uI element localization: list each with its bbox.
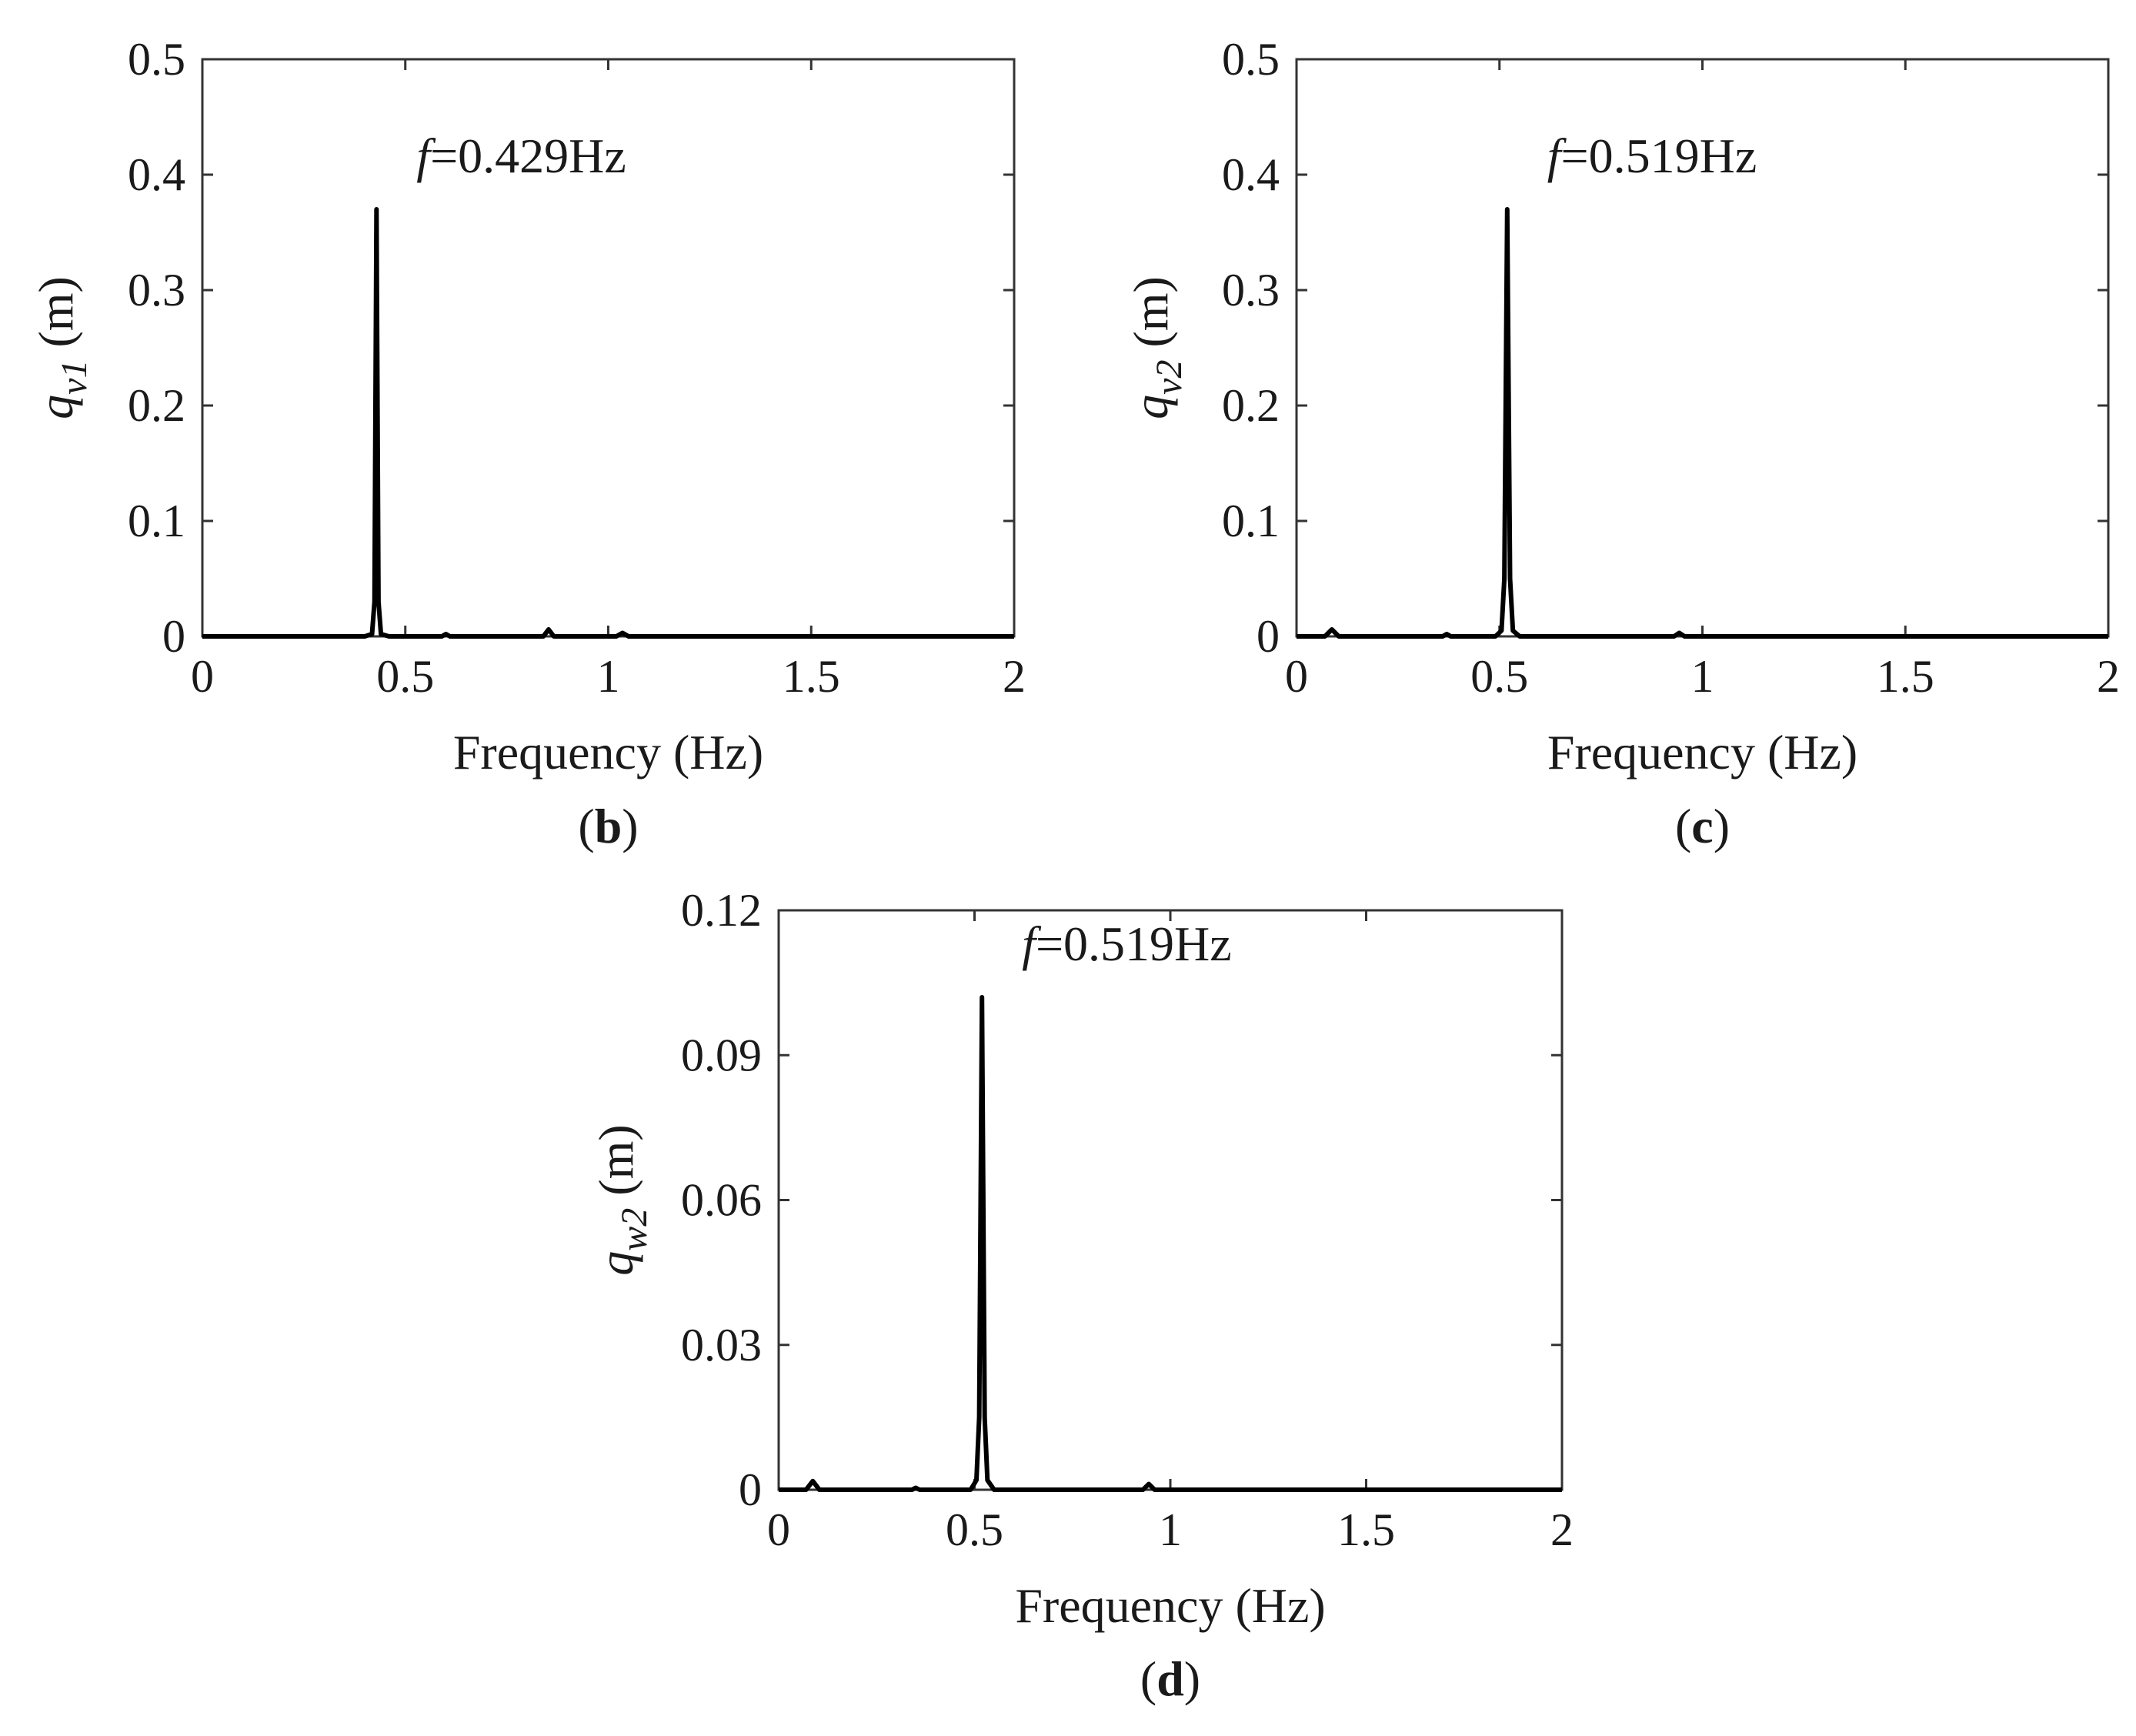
y-axis-subscript: w2 xyxy=(614,1208,655,1251)
chart-panel-d: 0 0.5 1 1.5 2 0 0.03 0.06 0.09 0.12 f=0.519Hz Frequ… xyxy=(589,885,1574,1706)
y-axis-title: qw2 (m) xyxy=(589,1124,655,1275)
panel-letter: b xyxy=(595,799,622,853)
plot-frame xyxy=(777,909,1564,1491)
peak-annotation: f=0.519Hz xyxy=(1022,916,1232,971)
x-tick-label: 2 xyxy=(1550,1504,1574,1555)
y-tick-label: 0.5 xyxy=(128,34,185,85)
panel-label: (d) xyxy=(1140,1651,1200,1706)
panel-label: (c) xyxy=(1675,799,1730,853)
y-axis-title: qv2 (m) xyxy=(1123,276,1190,419)
x-tick-label: 0 xyxy=(1285,651,1308,702)
series-line xyxy=(779,995,1562,1492)
y-tick-label: 0.12 xyxy=(681,885,762,936)
x-tick-label: 2 xyxy=(2097,651,2120,702)
y-tick-label: 0 xyxy=(1257,611,1280,662)
x-tick-label: 1.5 xyxy=(1337,1504,1395,1555)
x-tick-label: 1.5 xyxy=(1877,651,1934,702)
annotation-value: =0.519Hz xyxy=(1036,916,1232,971)
x-tick-label: 1 xyxy=(597,651,620,702)
y-tick-label: 0.09 xyxy=(681,1030,762,1080)
annotation-value: =0.519Hz xyxy=(1561,129,1757,183)
x-axis-title: Frequency (Hz) xyxy=(453,725,763,780)
panel-label: (b) xyxy=(578,799,638,853)
x-tick-label: 0 xyxy=(191,651,214,702)
y-axis-unit: (m) xyxy=(589,1124,643,1195)
y-tick-label: 0.06 xyxy=(681,1175,762,1226)
chart-panel-b: 0 0.5 1 1.5 2 0 0.1 0.2 0.3 0.4 0.5 f=0.429Hz Freque… xyxy=(28,34,1026,853)
x-axis-title: Frequency (Hz) xyxy=(1547,725,1857,780)
y-tick-label: 0.4 xyxy=(128,149,185,200)
y-tick-label: 0.2 xyxy=(128,380,185,431)
y-axis-symbol: q xyxy=(589,1251,643,1276)
y-tick-label: 0.03 xyxy=(681,1320,762,1370)
x-tick-label: 2 xyxy=(1003,651,1026,702)
x-tick-label: 1 xyxy=(1159,1504,1182,1555)
y-tick-label: 0 xyxy=(162,611,185,662)
x-tick-label: 1 xyxy=(1691,651,1714,702)
x-tick-label: 1.5 xyxy=(783,651,840,702)
annotation-value: =0.429Hz xyxy=(430,129,626,183)
panel-letter: c xyxy=(1691,799,1713,853)
y-axis-unit: (m) xyxy=(1123,276,1178,347)
y-axis-subscript: v2 xyxy=(1149,360,1190,395)
series-line xyxy=(202,207,1014,639)
x-tick-label: 0 xyxy=(767,1504,790,1555)
x-tick-label: 0.5 xyxy=(946,1504,1003,1555)
panel-letter: d xyxy=(1156,1651,1184,1706)
x-tick-label: 0.5 xyxy=(376,651,434,702)
peak-annotation: f=0.519Hz xyxy=(1547,129,1757,183)
y-tick-label: 0.5 xyxy=(1222,34,1280,85)
y-tick-label: 0.1 xyxy=(128,496,185,546)
peak-annotation: f=0.429Hz xyxy=(416,129,626,183)
series-line xyxy=(1297,207,2108,639)
y-axis-unit: (m) xyxy=(28,276,83,347)
y-tick-label: 0.1 xyxy=(1222,496,1280,546)
y-axis-symbol: q xyxy=(1123,395,1178,419)
y-tick-label: 0 xyxy=(739,1464,762,1515)
y-axis-subscript: v1 xyxy=(54,360,95,395)
y-axis-title: qv1 (m) xyxy=(28,276,95,419)
x-axis-title: Frequency (Hz) xyxy=(1015,1578,1325,1633)
y-tick-label: 0.3 xyxy=(1222,265,1280,315)
y-tick-label: 0.2 xyxy=(1222,380,1280,431)
x-tick-label: 0.5 xyxy=(1470,651,1528,702)
y-axis-symbol: q xyxy=(28,395,83,419)
y-tick-label: 0.4 xyxy=(1222,149,1280,200)
chart-panel-c: 0 0.5 1 1.5 2 0 0.1 0.2 0.3 0.4 0.5 f=0.519Hz Freque… xyxy=(1123,34,2120,853)
y-tick-label: 0.3 xyxy=(128,265,185,315)
